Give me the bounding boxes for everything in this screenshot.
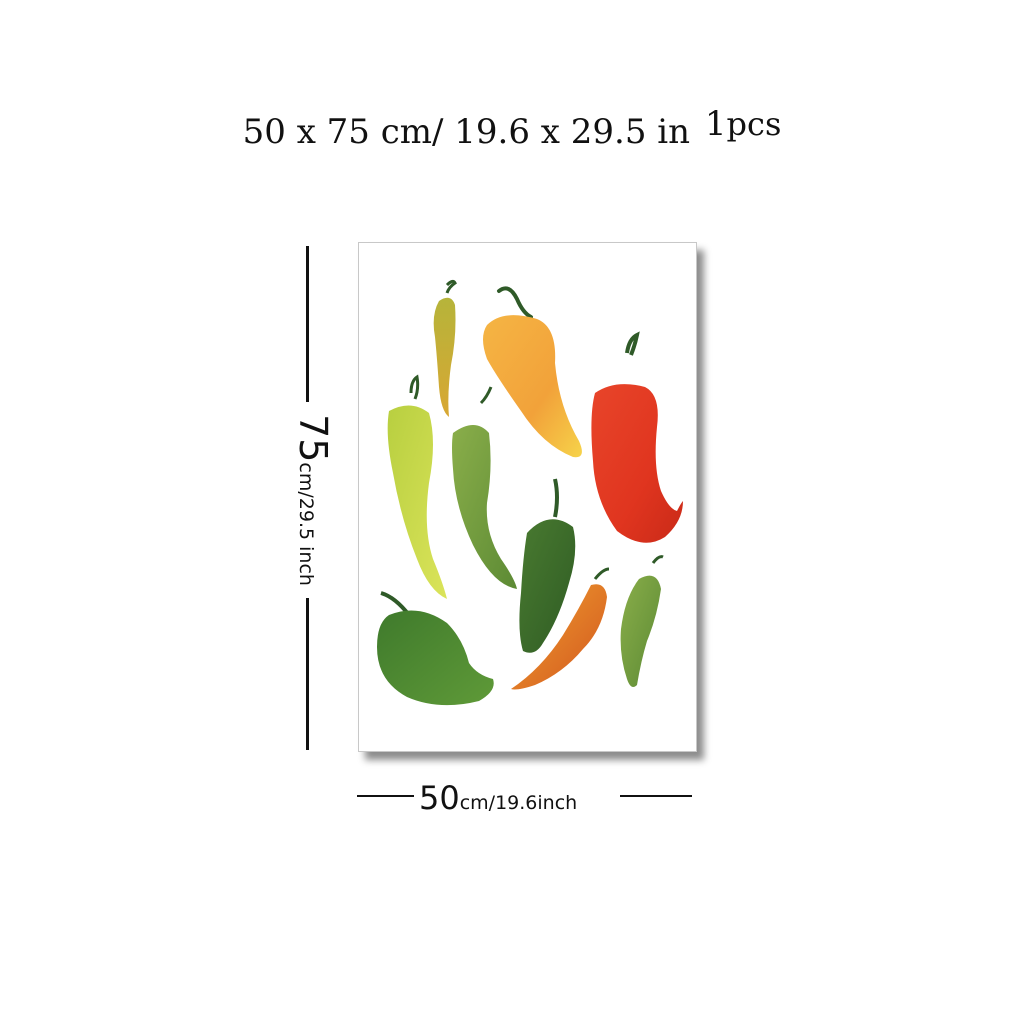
- width-value: 50: [419, 779, 460, 817]
- orange-pepper: [483, 286, 582, 458]
- red-pepper: [591, 331, 683, 543]
- height-dimension-line-bottom: [306, 598, 309, 750]
- small-yellow-pepper: [433, 279, 457, 417]
- long-yellow-green-pepper: [387, 374, 447, 599]
- chili-peppers-artwork: [377, 279, 683, 706]
- height-value: 75: [291, 414, 335, 463]
- small-green-chili: [620, 555, 664, 687]
- width-label: 50cm/19.6inch: [419, 779, 577, 817]
- small-orange-chili: [511, 567, 610, 690]
- width-unit: cm/19.6inch: [459, 792, 578, 814]
- quantity-unit: pcs: [726, 105, 782, 143]
- height-dimension-line-top: [306, 246, 309, 402]
- height-label: 75cm/29.5 inch: [291, 414, 335, 586]
- dark-green-pepper: [519, 478, 576, 653]
- width-dimension-line-left: [357, 795, 414, 797]
- green-pepper: [452, 386, 517, 589]
- height-unit: cm/29.5 inch: [295, 462, 317, 586]
- green-bell-pepper: [377, 591, 494, 706]
- width-dimension-line-right: [620, 795, 692, 797]
- quantity-number: 1: [704, 104, 727, 144]
- canvas-print: [358, 242, 697, 752]
- size-text: 50 x 75 cm/ 19.6 x 29.5 in: [242, 112, 691, 152]
- size-headline: 50 x 75 cm/ 19.6 x 29.5 in 1pcs: [0, 104, 1024, 152]
